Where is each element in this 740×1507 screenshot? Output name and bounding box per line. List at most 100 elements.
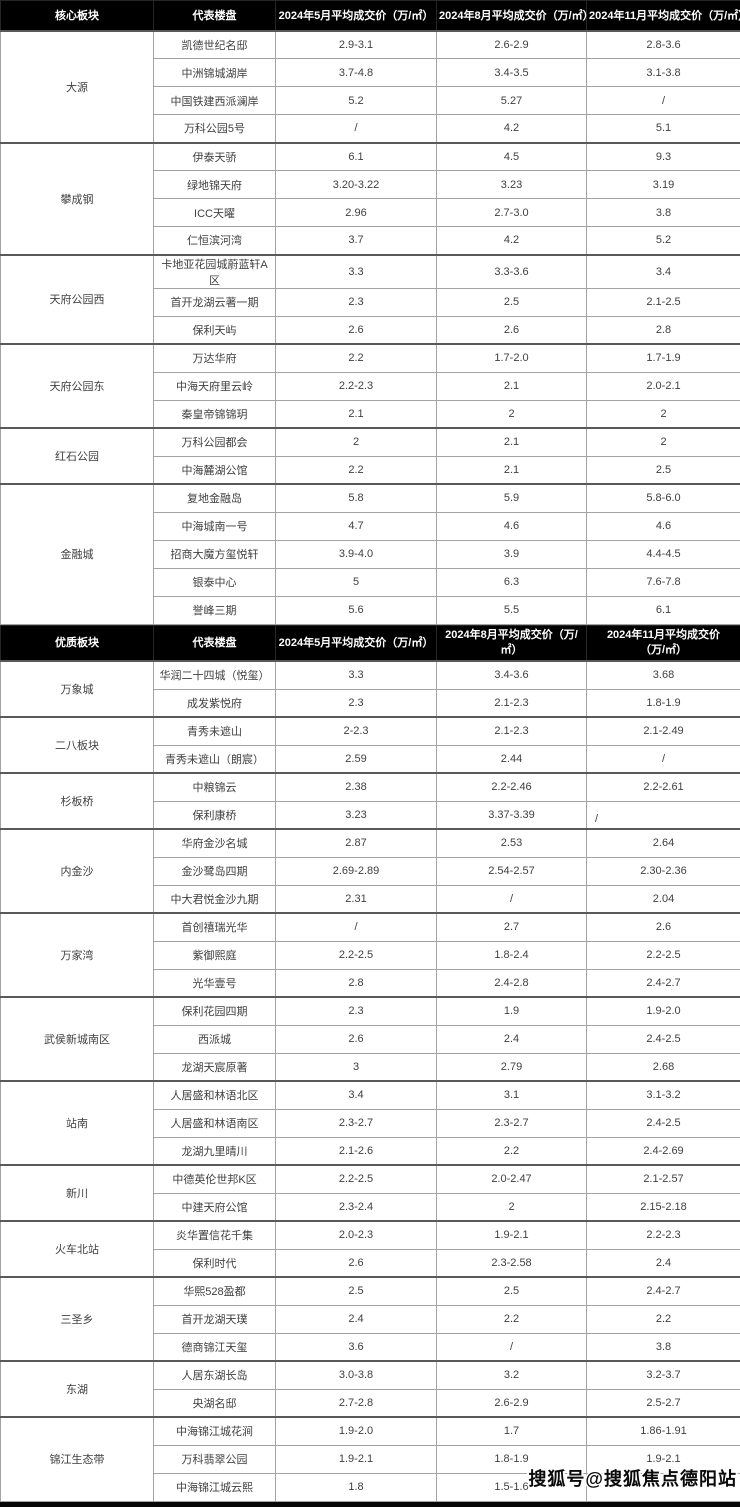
price-cell: 2.6 bbox=[276, 1249, 437, 1277]
price-cell: 3.23 bbox=[276, 801, 437, 829]
project-name-cell: 华润二十四城（悦玺） bbox=[154, 661, 276, 689]
price-cell: 2.8 bbox=[276, 969, 437, 997]
price-cell: 1.9-2.0 bbox=[587, 997, 740, 1025]
price-cell: 1.86-1.91 bbox=[587, 1417, 740, 1445]
sector-name-cell: 万象城 bbox=[1, 661, 154, 717]
project-name-cell: 成发紫悦府 bbox=[154, 689, 276, 717]
price-cell: 2 bbox=[437, 1193, 587, 1221]
price-cell: 2.5 bbox=[276, 1277, 437, 1305]
project-name-cell: 央湖名邸 bbox=[154, 1389, 276, 1417]
price-cell: 2.1-2.6 bbox=[276, 1137, 437, 1165]
col-header-may-price: 2024年5月平均成交价（万/㎡） bbox=[276, 625, 437, 661]
sector-name-cell: 红石公园 bbox=[1, 428, 154, 484]
project-name-cell: 复地金融岛 bbox=[154, 484, 276, 512]
project-name-cell: 首开龙湖天璞 bbox=[154, 1305, 276, 1333]
price-cell: 2.4-2.7 bbox=[587, 969, 740, 997]
project-name-cell: 人居盛和林语北区 bbox=[154, 1081, 276, 1109]
price-cell: 2.2-2.46 bbox=[437, 773, 587, 801]
core-table-header-row: 核心板块 代表楼盘 2024年5月平均成交价（万/㎡） 2024年8月平均成交价… bbox=[1, 1, 740, 31]
price-cell: 2.0-2.47 bbox=[437, 1165, 587, 1193]
price-cell: 5.27 bbox=[437, 87, 587, 115]
price-cell: 4.4-4.5 bbox=[587, 540, 740, 568]
price-cell: 1.9-2.1 bbox=[276, 1445, 437, 1473]
price-cell: 2.68 bbox=[587, 1053, 740, 1081]
sector-name-cell: 大源 bbox=[1, 31, 154, 143]
price-cell: 2.4 bbox=[587, 1249, 740, 1277]
col-header-quality-sector: 优质板块 bbox=[1, 625, 154, 661]
project-name-cell: 中粮锦云 bbox=[154, 773, 276, 801]
col-header-aug-price: 2024年8月平均成交价（万/㎡） bbox=[437, 625, 587, 661]
project-name-cell: 中洲锦城湖岸 bbox=[154, 59, 276, 87]
price-cell: 2.1-2.3 bbox=[437, 717, 587, 745]
price-cell: 1.7 bbox=[437, 1417, 587, 1445]
project-name-cell: 华府金沙名城 bbox=[154, 829, 276, 857]
sector-name-cell: 二八板块 bbox=[1, 717, 154, 773]
sector-name-cell: 锦江生态带 bbox=[1, 1417, 154, 1501]
price-cell: 2.5 bbox=[437, 288, 587, 316]
sector-name-cell: 攀成钢 bbox=[1, 143, 154, 255]
col-header-project: 代表楼盘 bbox=[154, 1, 276, 31]
price-cell: 2.6 bbox=[587, 913, 740, 941]
sector-name-cell: 新川 bbox=[1, 1165, 154, 1221]
price-cell: 7.6-7.8 bbox=[587, 568, 740, 596]
project-name-cell: 青秀未遮山 bbox=[154, 717, 276, 745]
price-cell: / bbox=[276, 913, 437, 941]
project-name-cell: 万达华府 bbox=[154, 344, 276, 372]
price-cell: 2.3-2.58 bbox=[437, 1249, 587, 1277]
price-cell: 2.6 bbox=[276, 1025, 437, 1053]
price-cell: 2.3-2.4 bbox=[276, 1193, 437, 1221]
price-cell: 1.8-1.9 bbox=[587, 689, 740, 717]
price-cell: 2.5-2.7 bbox=[587, 1389, 740, 1417]
price-cell: 2.6 bbox=[276, 316, 437, 344]
project-name-cell: 龙湖九里晴川 bbox=[154, 1137, 276, 1165]
project-name-cell: 人居东湖长岛 bbox=[154, 1361, 276, 1389]
price-cell: 2.1 bbox=[437, 428, 587, 456]
price-cell: 2.7-2.8 bbox=[276, 1389, 437, 1417]
project-name-cell: 中大君悦金沙九期 bbox=[154, 885, 276, 913]
price-cell: 2.9-3.1 bbox=[276, 31, 437, 59]
price-cell: 2.64 bbox=[587, 829, 740, 857]
project-name-cell: 中德英伦世邦K区 bbox=[154, 1165, 276, 1193]
price-cell: 3.9 bbox=[437, 540, 587, 568]
price-cell: 1.8 bbox=[276, 1473, 437, 1501]
sector-name-cell: 站南 bbox=[1, 1081, 154, 1165]
price-cell: 2.87 bbox=[276, 829, 437, 857]
project-name-cell: 伊泰天骄 bbox=[154, 143, 276, 171]
sector-name-cell: 天府公园东 bbox=[1, 344, 154, 428]
project-name-cell: 首开龙湖云著一期 bbox=[154, 288, 276, 316]
sector-name-cell: 金融城 bbox=[1, 484, 154, 624]
price-cell: 1.8-2.4 bbox=[437, 941, 587, 969]
project-name-cell: 中海天府里云岭 bbox=[154, 372, 276, 400]
price-cell: 3.3 bbox=[276, 255, 437, 289]
price-cell: 2.2-2.5 bbox=[587, 941, 740, 969]
sector-name-cell: 万家湾 bbox=[1, 913, 154, 997]
project-name-cell: 万科公园5号 bbox=[154, 115, 276, 143]
price-cell: 2.1-2.3 bbox=[437, 689, 587, 717]
price-cell: 2 bbox=[587, 400, 740, 428]
price-cell: 2.6-2.9 bbox=[437, 1389, 587, 1417]
price-cell: 2 bbox=[276, 428, 437, 456]
project-name-cell: 保利时代 bbox=[154, 1249, 276, 1277]
price-cell: / bbox=[587, 87, 740, 115]
price-cell: 3.4 bbox=[276, 1081, 437, 1109]
sector-name-cell: 杉板桥 bbox=[1, 773, 154, 829]
price-cell: 3.20-3.22 bbox=[276, 171, 437, 199]
price-cell: 2.44 bbox=[437, 745, 587, 773]
project-name-cell: 凯德世纪名邸 bbox=[154, 31, 276, 59]
project-name-cell: 卡地亚花园城蔚蓝轩A区 bbox=[154, 255, 276, 289]
core-sector-price-table: 核心板块 代表楼盘 2024年5月平均成交价（万/㎡） 2024年8月平均成交价… bbox=[0, 0, 740, 625]
price-cell: 2.6-2.9 bbox=[437, 31, 587, 59]
price-cell: 3.37-3.39 bbox=[437, 801, 587, 829]
